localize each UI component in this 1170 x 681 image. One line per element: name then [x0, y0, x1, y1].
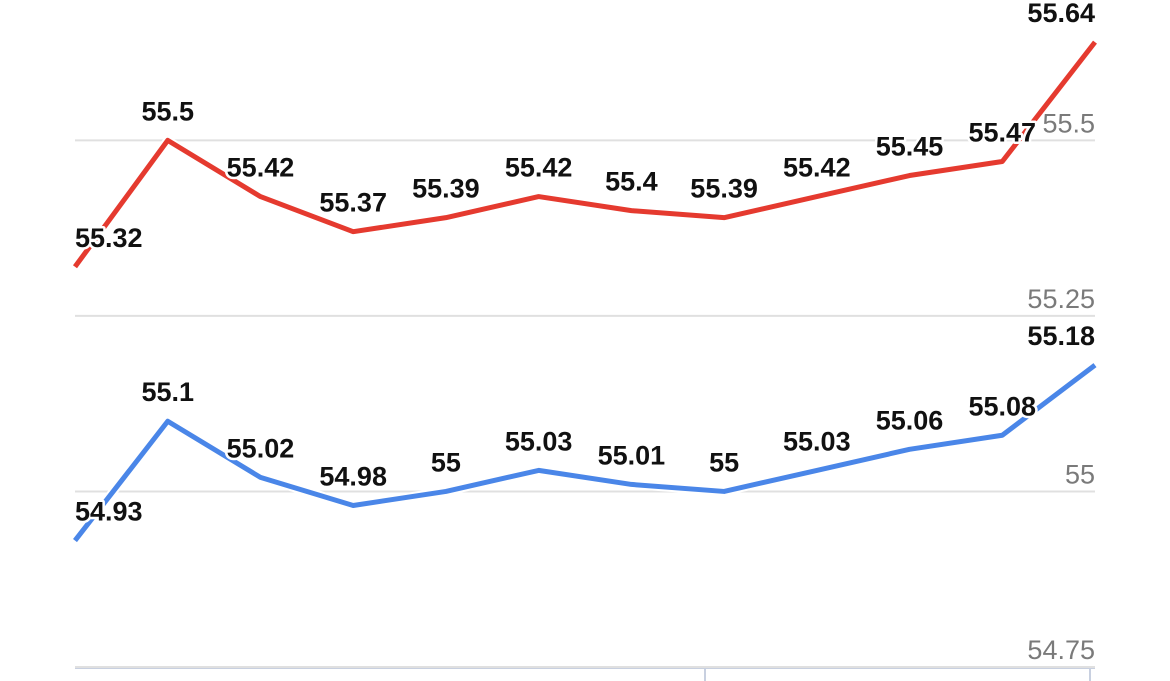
data-label: 55	[709, 447, 739, 477]
data-label: 55.64	[1027, 0, 1095, 28]
data-label: 55.08	[968, 391, 1036, 421]
data-label: 55.42	[783, 153, 851, 183]
data-label: 55.39	[690, 174, 758, 204]
line	[72, 40, 1097, 269]
data-label: 55.37	[319, 188, 387, 218]
line	[73, 363, 1097, 543]
data-label: 55.03	[783, 426, 851, 456]
data-label: 55.01	[598, 440, 666, 470]
data-label: 55.06	[876, 405, 944, 435]
data-label: 55.42	[227, 153, 295, 183]
data-label: 55.4	[605, 167, 658, 197]
y-tick-label: 55	[1065, 459, 1095, 489]
grid	[75, 139, 1095, 668]
data-label: 55.32	[75, 223, 143, 253]
data-label: 55.03	[505, 426, 573, 456]
data-label: 55.1	[141, 377, 194, 407]
data-label: 55.45	[876, 132, 944, 162]
y-tick-label: 55.5	[1042, 108, 1095, 138]
data-label: 55	[431, 447, 461, 477]
data-label: 55.47	[968, 117, 1036, 147]
data-label: 55.42	[505, 153, 573, 183]
data-label: 55.5	[141, 96, 194, 126]
data-label: 55.02	[227, 433, 295, 463]
y-tick-label: 54.75	[1027, 635, 1095, 665]
data-label: 55.39	[412, 174, 480, 204]
y-tick-label: 55.25	[1027, 284, 1095, 314]
data-label: 55.18	[1027, 321, 1095, 351]
data-label: 54.98	[319, 461, 387, 491]
data-label: 54.93	[75, 497, 143, 527]
